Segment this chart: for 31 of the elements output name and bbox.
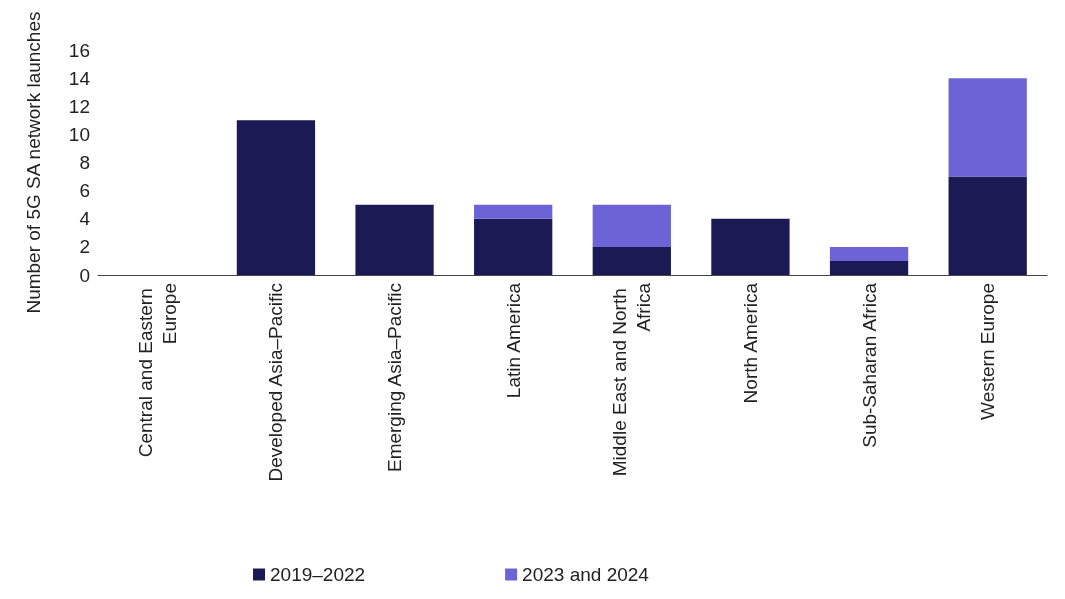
bar <box>592 246 671 275</box>
y-tick-label: 14 <box>68 67 91 89</box>
y-axis-title: Number of 5G SA network launches <box>23 11 44 314</box>
x-tick-label: Western Europe <box>977 283 999 420</box>
bar <box>592 204 671 247</box>
x-tick-label: North America <box>739 282 761 404</box>
bar <box>355 204 434 275</box>
y-tick-label: 16 <box>68 39 90 61</box>
x-tick-label: Sub-Saharan Africa <box>858 282 880 448</box>
legend-label: 2019–2022 <box>270 564 366 585</box>
x-tick-label: Central and Eastern Europe <box>134 283 180 458</box>
y-tick-label: 2 <box>79 236 90 258</box>
bar <box>829 260 909 275</box>
bar <box>474 204 553 219</box>
y-tick-label: 0 <box>79 264 90 286</box>
bar <box>829 246 909 261</box>
bar <box>948 176 1027 275</box>
x-tick-label: Developed Asia–Pacific <box>265 283 287 482</box>
x-tick-label: Latin America <box>502 282 524 399</box>
y-tick-label: 8 <box>79 152 90 174</box>
legend-label: 2023 and 2024 <box>522 564 650 585</box>
y-tick-label: 6 <box>79 180 90 202</box>
bar <box>948 78 1027 177</box>
y-tick-label: 4 <box>79 208 91 230</box>
y-tick-label: 10 <box>68 123 90 145</box>
x-tick-label: Emerging Asia–Pacific <box>384 283 406 473</box>
y-tick-label: 12 <box>68 95 90 117</box>
bar <box>711 218 790 275</box>
bar <box>236 120 316 275</box>
x-tick-label: Middle East and North Africa <box>609 282 655 477</box>
bar <box>474 218 553 275</box>
